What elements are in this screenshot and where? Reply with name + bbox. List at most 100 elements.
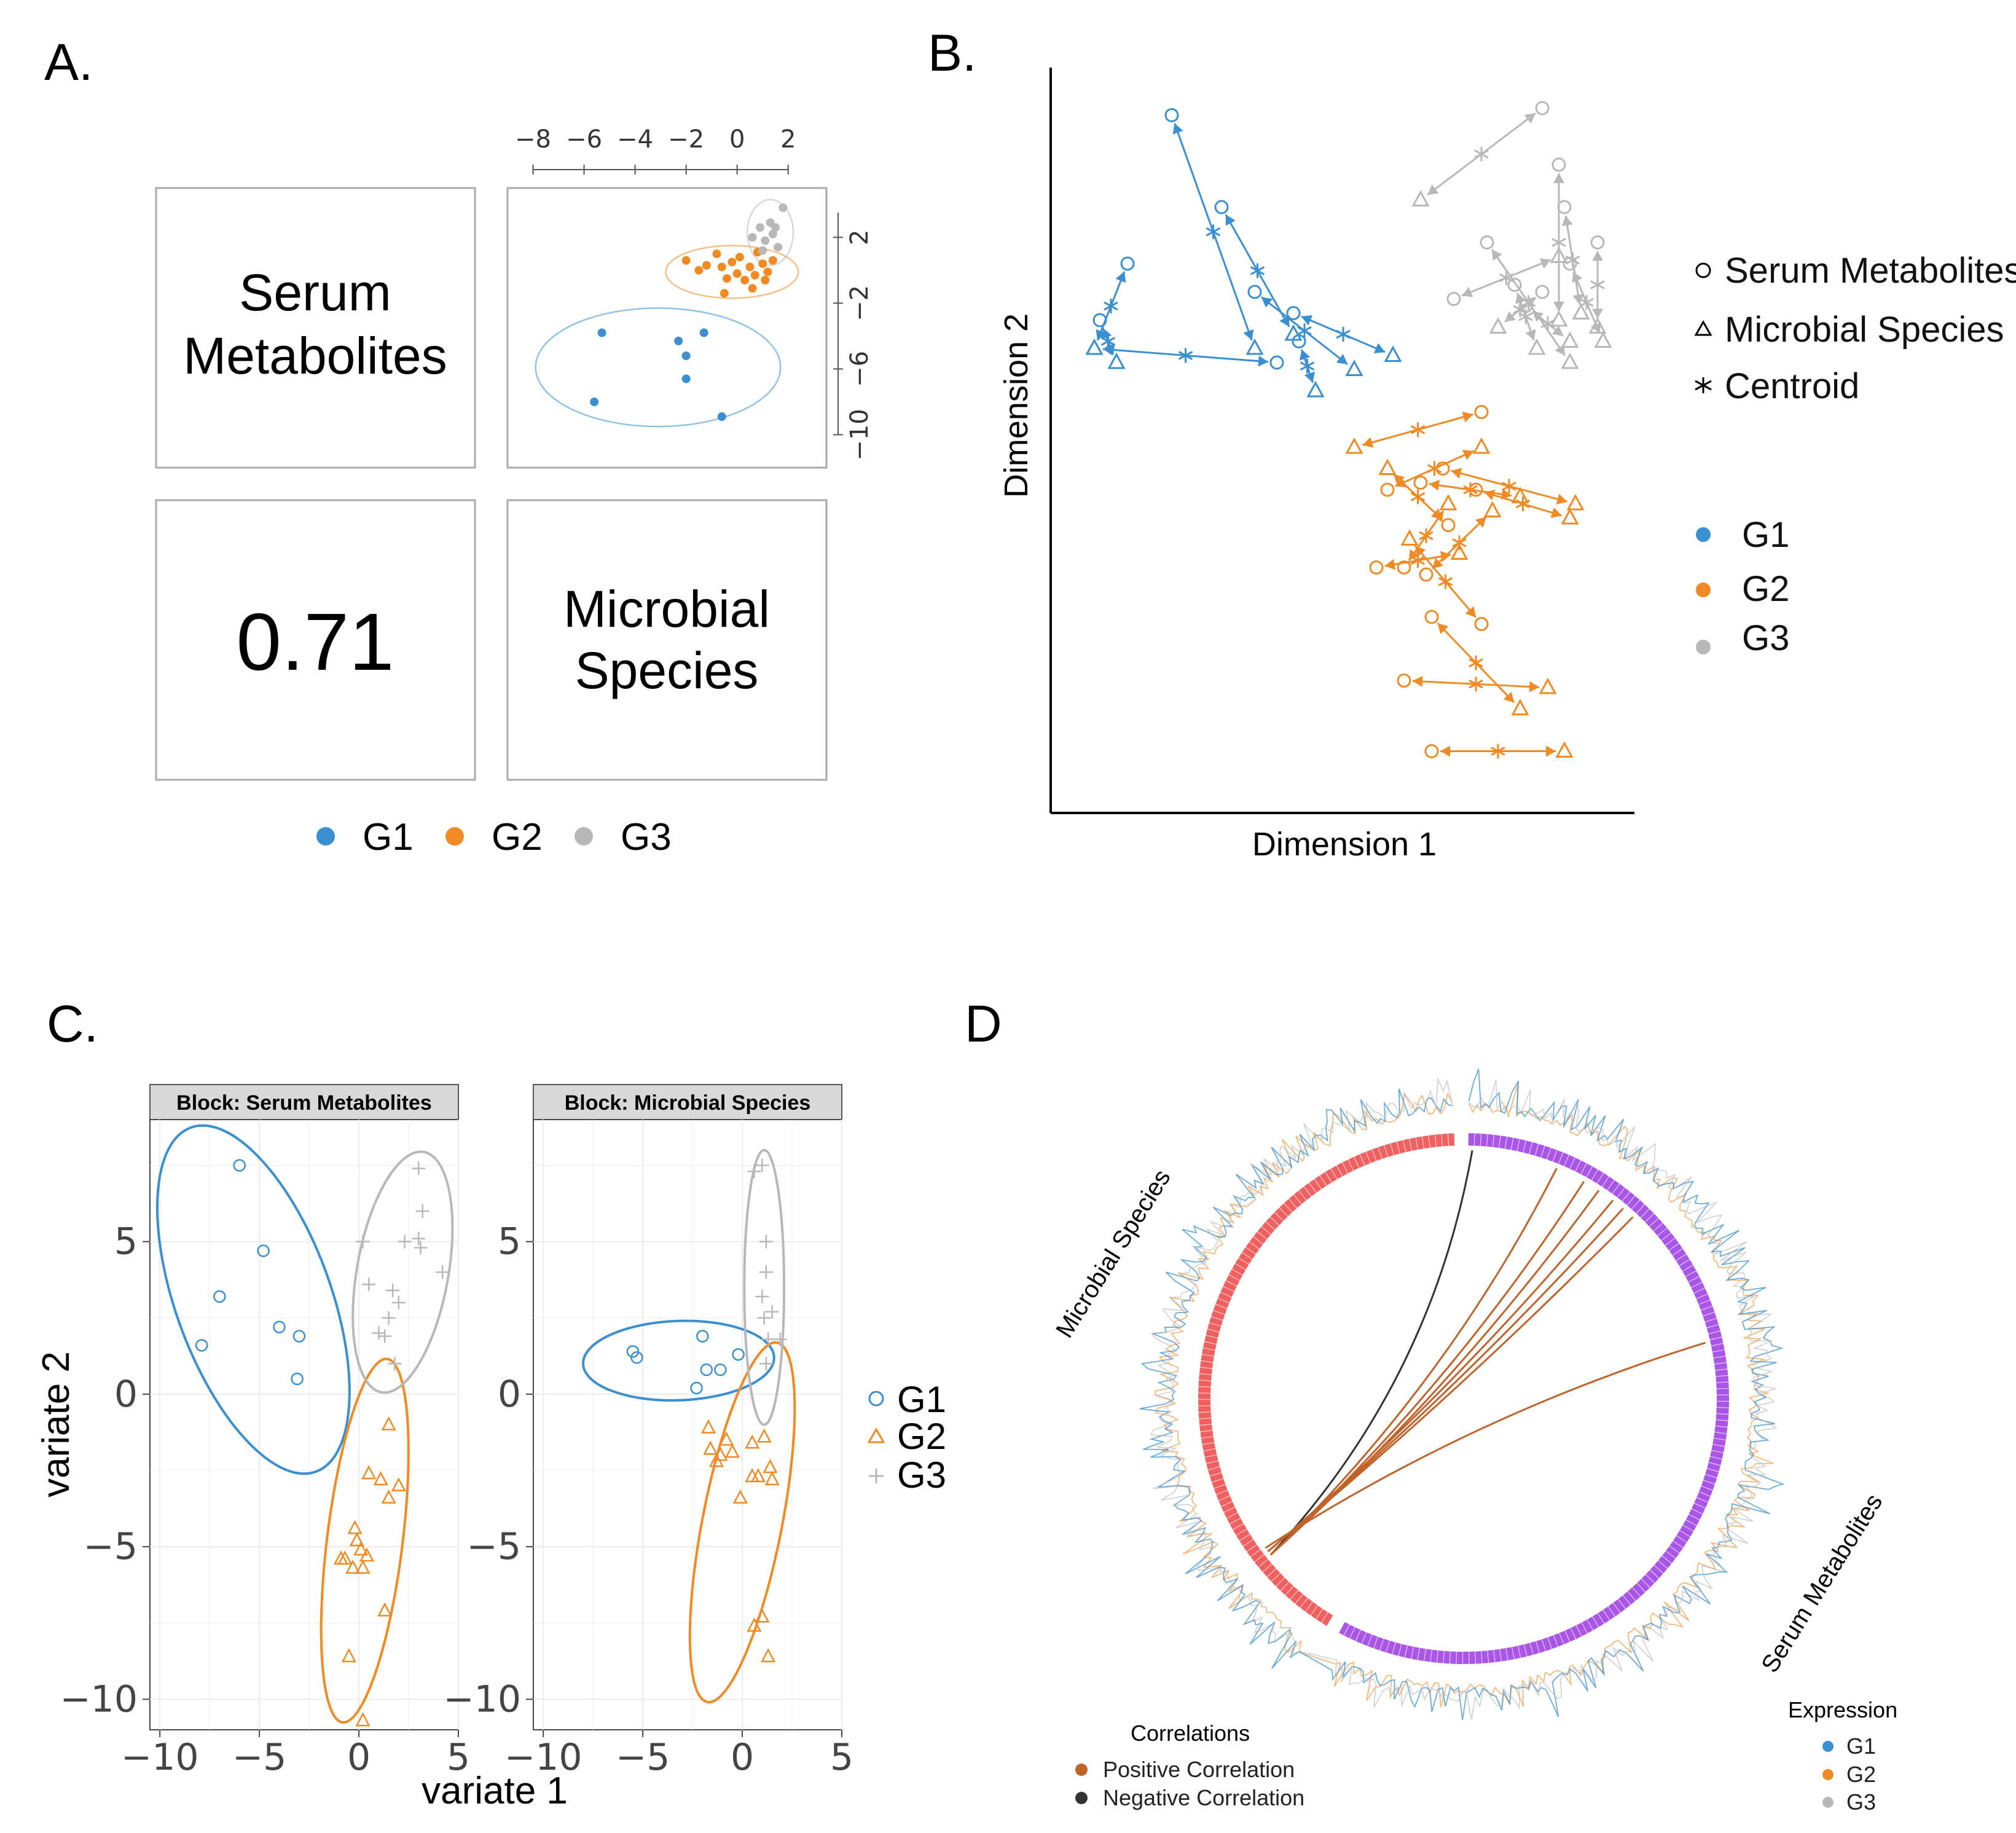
b-arrow-head <box>1433 511 1444 522</box>
c-y-axis-label: variate 2 <box>35 1351 77 1497</box>
b-arrow-head <box>1525 329 1536 340</box>
c-x-tick-label: 0 <box>347 1736 371 1779</box>
b-centroid-star <box>1178 348 1193 363</box>
b-arrow-line <box>1451 469 1510 487</box>
a-point-g3 <box>774 243 783 252</box>
c-facet-header-microbial <box>533 1084 842 1120</box>
c-point-g1 <box>690 1381 703 1395</box>
a-x-tick-label: 0 <box>729 125 745 154</box>
c-point-g1 <box>291 1372 304 1386</box>
c-point-g3 <box>412 1231 426 1246</box>
b-arrow-head <box>1553 302 1564 312</box>
b-serum-point <box>1424 744 1439 758</box>
c-point-g3 <box>773 1332 787 1346</box>
b-serum-point <box>1419 567 1434 582</box>
b-microbial-point <box>1411 190 1430 206</box>
b-microbial-point <box>1555 741 1574 758</box>
c-facet-title-serum: Block: Serum Metabolites <box>176 1091 432 1115</box>
c-point-g2 <box>333 1550 348 1565</box>
a-point-g2 <box>717 262 726 272</box>
legend-g1-label: G1 <box>363 816 414 858</box>
c-scatter-plots: −10 −5 0 5 5 0 −5 −10 −10 −5 0 5 5 0 −5 −10 <box>60 1120 853 1779</box>
c-point-g3 <box>388 1357 402 1371</box>
b-serum-point <box>1590 235 1605 249</box>
c-point-g2 <box>381 1489 396 1504</box>
b-arrow-head <box>1096 329 1107 340</box>
b-arrow-line <box>1508 485 1567 503</box>
c-point-g1 <box>257 1244 270 1257</box>
b-arrow-head <box>1394 474 1405 485</box>
b-arrow-head <box>1484 490 1496 501</box>
d-expression-track-g2 <box>1154 1084 1774 1708</box>
panel-c: Block: Serum Metabolites Block: Microbia… <box>35 1084 946 1812</box>
legend-g1-label: G1 <box>897 1379 946 1420</box>
c-point-g1 <box>195 1339 208 1352</box>
panel-d: Microbial Species Serum Metabolites Corr… <box>1051 1069 1897 1815</box>
legend-g1-circle-icon <box>868 1391 884 1407</box>
b-arrow-head <box>1503 691 1515 703</box>
b-centroid-star <box>1206 224 1221 240</box>
b-arrow-head <box>1561 215 1573 227</box>
correlation-value: 0.71 <box>237 597 394 687</box>
a-x-tick-label: 2 <box>780 125 796 154</box>
b-arrow-head <box>1258 355 1269 367</box>
d-sector-label-microbial: Microbial Species <box>1051 1165 1175 1343</box>
c-facet-panel-serum <box>149 1119 459 1730</box>
b-serum-point <box>1535 101 1550 116</box>
c-point-g2 <box>724 1443 740 1458</box>
b-arrow-line <box>1481 112 1536 155</box>
c-point-g3 <box>356 1234 370 1249</box>
c-point-g2 <box>755 1608 770 1623</box>
b-microbial-point <box>1511 699 1529 715</box>
legend-microbial-species: Microbial Species <box>1725 310 2004 350</box>
c-point-g2 <box>745 1434 760 1449</box>
b-arrow-head <box>1462 411 1473 423</box>
c-x-axis-label: variate 1 <box>422 1770 568 1812</box>
b-microbial-point <box>1085 338 1104 355</box>
b-microbial-point <box>1561 331 1579 348</box>
b-arrow-head <box>1532 311 1544 322</box>
legend-g3-plus-icon <box>869 1469 884 1483</box>
a-point-g2 <box>694 265 704 275</box>
c-point-g3 <box>378 1329 392 1343</box>
c-point-g3 <box>747 1164 761 1179</box>
c-point-g2 <box>373 1471 388 1486</box>
c-point-g3 <box>759 1357 773 1371</box>
b-microbial-point <box>1378 458 1397 475</box>
c-x-tick-label: −10 <box>504 1736 582 1779</box>
c-point-g2 <box>732 1489 748 1504</box>
c-point-g1 <box>714 1363 727 1376</box>
diag-label-microbial-line2: Species <box>575 642 759 699</box>
c-point-g3 <box>761 1332 775 1346</box>
a-point-g1 <box>590 397 599 406</box>
diag-label-serum-line1: Serum <box>239 264 391 321</box>
b-arrow-line <box>1427 153 1482 196</box>
b-arrow-line <box>1185 355 1269 363</box>
b-arrow-head <box>1304 371 1315 383</box>
b-microbial-point <box>1528 338 1546 355</box>
a-point-g2 <box>740 275 750 285</box>
c-point-g2 <box>341 1648 356 1663</box>
b-microbial-point <box>1439 493 1457 511</box>
legend-g3-label: G3 <box>897 1454 946 1496</box>
b-serum-point <box>1286 306 1301 320</box>
c-point-g3 <box>759 1234 773 1249</box>
diag-label-serum-line2: Metabolites <box>183 327 447 385</box>
legend-positive-correlation: Positive Correlation <box>1103 1757 1295 1782</box>
b-centroid-star <box>1590 277 1605 292</box>
b-arrow-head <box>1279 315 1290 327</box>
c-point-g1 <box>732 1348 745 1361</box>
a-y-axis: 2 −2 −6 −10 <box>833 213 874 461</box>
a-point-g2 <box>720 289 729 298</box>
b-microbial-point <box>1483 501 1502 517</box>
b-arrow-head <box>1465 606 1476 618</box>
b-serum-point <box>1446 292 1461 306</box>
legend-positive-dot <box>1075 1764 1088 1776</box>
legend-g2-dot <box>1696 583 1711 597</box>
b-serum-point <box>1474 405 1489 419</box>
b-arrow-head <box>1432 557 1443 569</box>
b-serum-point <box>1424 610 1439 624</box>
legend-g2-label: G2 <box>897 1416 946 1457</box>
a-point-g1 <box>674 336 683 345</box>
legend-g1-dot <box>316 827 335 846</box>
